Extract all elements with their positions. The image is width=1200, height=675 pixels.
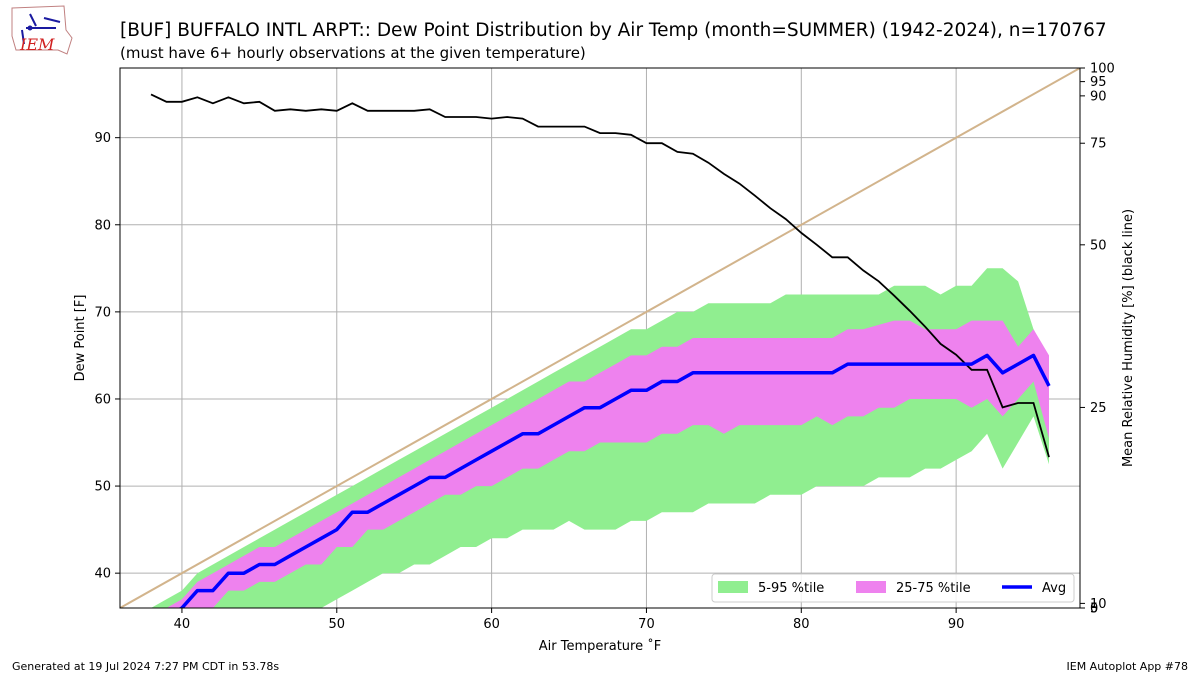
legend-label-25-75: 25-75 %tile [896, 581, 971, 596]
x-tick-label: 50 [329, 617, 346, 632]
y2-tick-label: 25 [1090, 401, 1107, 416]
legend-label-5-95: 5-95 %tile [758, 581, 824, 596]
legend-swatch-5-95 [718, 581, 748, 593]
legend-label-avg: Avg [1042, 581, 1066, 596]
y2-tick-label: 90 [1090, 89, 1107, 104]
plot-frame [119, 67, 1081, 609]
y-tick-label: 80 [94, 218, 111, 233]
y2-axis-label: Mean Relative Humidity [%] (black line) [1121, 209, 1136, 467]
y-tick-label: 90 [94, 131, 111, 146]
y2-tick-label: 5 [1090, 602, 1098, 617]
legend-swatch-25-75 [856, 581, 886, 593]
y2-tick-label: 50 [1090, 238, 1107, 253]
generated-footer: Generated at 19 Jul 2024 7:27 PM CDT in … [12, 660, 279, 673]
avg-dew-point-line [178, 353, 1051, 608]
band-25-75-area [166, 320, 1049, 608]
logo-text: IEM [19, 35, 55, 54]
y-tick-label: 60 [94, 392, 111, 407]
mean-rh-line [150, 93, 1050, 458]
x-tick-label: 80 [793, 617, 810, 632]
app-footer: IEM Autoplot App #78 [1067, 660, 1189, 673]
y2-tick-label: 0 [1090, 602, 1098, 617]
legend: 5-95 %tile 25-75 %tile Avg [711, 573, 1075, 603]
weather-station-icon [21, 13, 61, 45]
y2-tick-label: 10 [1090, 597, 1107, 612]
legend-box [711, 573, 1075, 603]
axis-ticks: 40 50 60 70 80 904050607080900510255075909510… [94, 62, 1114, 633]
iowa-outline-icon [11, 5, 73, 55]
x-tick-label: 70 [638, 617, 655, 632]
saturation-line [120, 68, 1080, 608]
x-axis-label: Air Temperature ˚F [539, 638, 661, 654]
iem-logo: IEM [11, 5, 73, 55]
chart-subtitle: (must have 6+ hourly observations at the… [120, 44, 586, 62]
x-tick-label: 60 [483, 617, 500, 632]
y-axis-label: Dew Point [F] [73, 295, 88, 382]
y2-tick-label: 100 [1090, 62, 1115, 77]
chart-title: [BUF] BUFFALO INTL ARPT:: Dew Point Dist… [120, 20, 1107, 41]
y2-tick-label: 95 [1090, 75, 1107, 90]
y-tick-label: 50 [94, 480, 111, 495]
station-dot-icon [27, 25, 33, 31]
y2-tick-label: 75 [1090, 137, 1107, 152]
x-tick-label: 40 [174, 617, 191, 632]
y-tick-label: 70 [94, 305, 111, 320]
x-tick-label: 90 [948, 617, 965, 632]
y-tick-label: 40 [94, 567, 111, 582]
